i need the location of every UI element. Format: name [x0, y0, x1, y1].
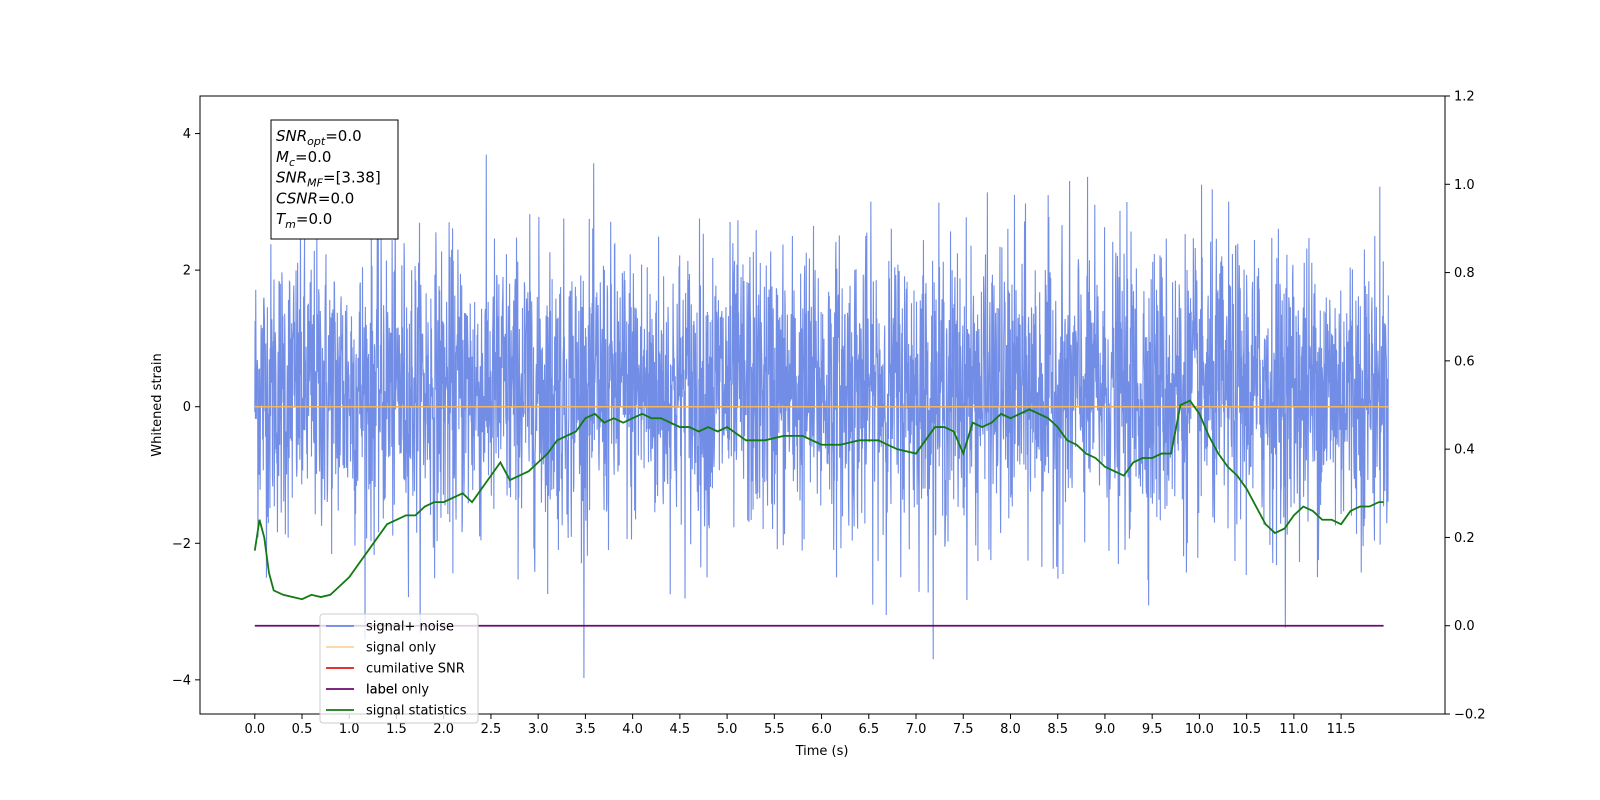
info-line: CSNR=0.0 — [276, 189, 354, 207]
info-subscript: m — [285, 218, 296, 231]
x-tick-label: 10.5 — [1232, 722, 1261, 737]
signal-noise-line — [254, 154, 1389, 678]
info-value: =0.0 — [296, 210, 332, 228]
x-tick-label: 3.0 — [528, 722, 549, 737]
signal-noise-series — [254, 154, 1389, 678]
legend-entry: signal statistics — [366, 704, 467, 719]
x-tick-label: 5.0 — [717, 722, 738, 737]
x-tick-label: 5.5 — [764, 722, 785, 737]
info-box: SNRopt=0.0Mc=0.0SNRMF=[3.38]CSNR=0.0Tm=0… — [270, 119, 399, 240]
y-tick-label: −2 — [172, 537, 191, 552]
y2-tick-label: 0.8 — [1454, 266, 1475, 281]
x-axis: 0.0 0.5 1.0 1.5 2.0 2.5 3.0 3.5 4.0 4.5 5.0 5.5 6.0 6… — [244, 714, 1356, 737]
x-tick-label: 4.5 — [670, 722, 691, 737]
legend: signal+ noise signal only cumilative SNR la… — [319, 613, 479, 724]
legend-entry: cumilative SNR — [366, 662, 465, 677]
x-tick-label: 3.5 — [575, 722, 596, 737]
y2-tick-label: 1.2 — [1454, 90, 1475, 105]
info-symbol: SNR — [276, 169, 307, 187]
legend-entry: label — [366, 683, 397, 698]
x-tick-label: 11.5 — [1327, 722, 1356, 737]
x-tick-label: 7.5 — [953, 722, 974, 737]
x-tick-label: 10.0 — [1185, 722, 1214, 737]
y2-tick-label: 1.0 — [1454, 178, 1475, 193]
y-tick-label: 2 — [183, 264, 191, 279]
info-value: =0.0 — [318, 189, 354, 207]
info-line: SNRMF=[3.38] — [276, 169, 381, 190]
y-tick-label: 4 — [183, 127, 191, 142]
signal-statistics-line — [253, 399, 1384, 601]
plot-frame — [199, 95, 1446, 715]
info-line: SNRopt=0.0 — [276, 127, 362, 148]
info-subscript: c — [289, 156, 295, 169]
y2-tick-label: 0.4 — [1454, 443, 1475, 458]
info-subscript: MF — [307, 177, 323, 190]
y2-tick-label: 0.2 — [1454, 531, 1475, 546]
x-tick-label: 7.0 — [906, 722, 927, 737]
x-tick-label: 0.0 — [244, 722, 265, 737]
x-tick-label: 0.5 — [292, 722, 313, 737]
y-tick-label: −4 — [172, 673, 191, 688]
x-axis-label: Time (s) — [795, 744, 849, 759]
info-symbol: SNR — [276, 127, 307, 145]
y2-tick-label: 0.6 — [1454, 354, 1475, 369]
x-tick-label: 8.5 — [1047, 722, 1068, 737]
info-subscript: opt — [307, 135, 326, 148]
right-y-axis: −0.2 0.0 0.2 0.4 0.6 0.8 1.0 1.2 — [1445, 90, 1486, 723]
legend-entry: label only — [366, 683, 429, 698]
info-symbol: T — [276, 210, 287, 228]
info-value: =[3.38] — [323, 169, 381, 187]
x-tick-label: 11.0 — [1279, 722, 1308, 737]
x-tick-label: 6.5 — [858, 722, 879, 737]
x-tick-label: 9.0 — [1095, 722, 1116, 737]
x-tick-label: 2.5 — [481, 722, 502, 737]
x-tick-label: 9.5 — [1142, 722, 1163, 737]
info-line: Mc=0.0 — [276, 148, 331, 169]
legend-entry: signal+ noise — [366, 620, 454, 635]
x-tick-label: 2.0 — [433, 722, 454, 737]
y-axis-label: Whitened strain — [150, 353, 165, 456]
info-symbol: CSNR — [276, 189, 318, 207]
info-symbol: M — [276, 148, 289, 166]
y2-tick-label: 0.0 — [1454, 619, 1475, 634]
info-line: Tm=0.0 — [276, 210, 332, 231]
x-tick-label: 4.0 — [622, 722, 643, 737]
info-value: =0.0 — [295, 148, 331, 166]
y2-tick-label: −0.2 — [1454, 708, 1486, 723]
info-value: =0.0 — [325, 127, 361, 145]
x-tick-label: 8.0 — [1000, 722, 1021, 737]
x-tick-label: 1.0 — [339, 722, 360, 737]
legend-entry: signal only — [366, 641, 436, 656]
x-tick-label: 1.5 — [386, 722, 407, 737]
x-tick-label: 6.0 — [811, 722, 832, 737]
left-y-axis: −4 −2 0 2 4 — [172, 127, 200, 688]
y-tick-label: 0 — [183, 400, 191, 415]
